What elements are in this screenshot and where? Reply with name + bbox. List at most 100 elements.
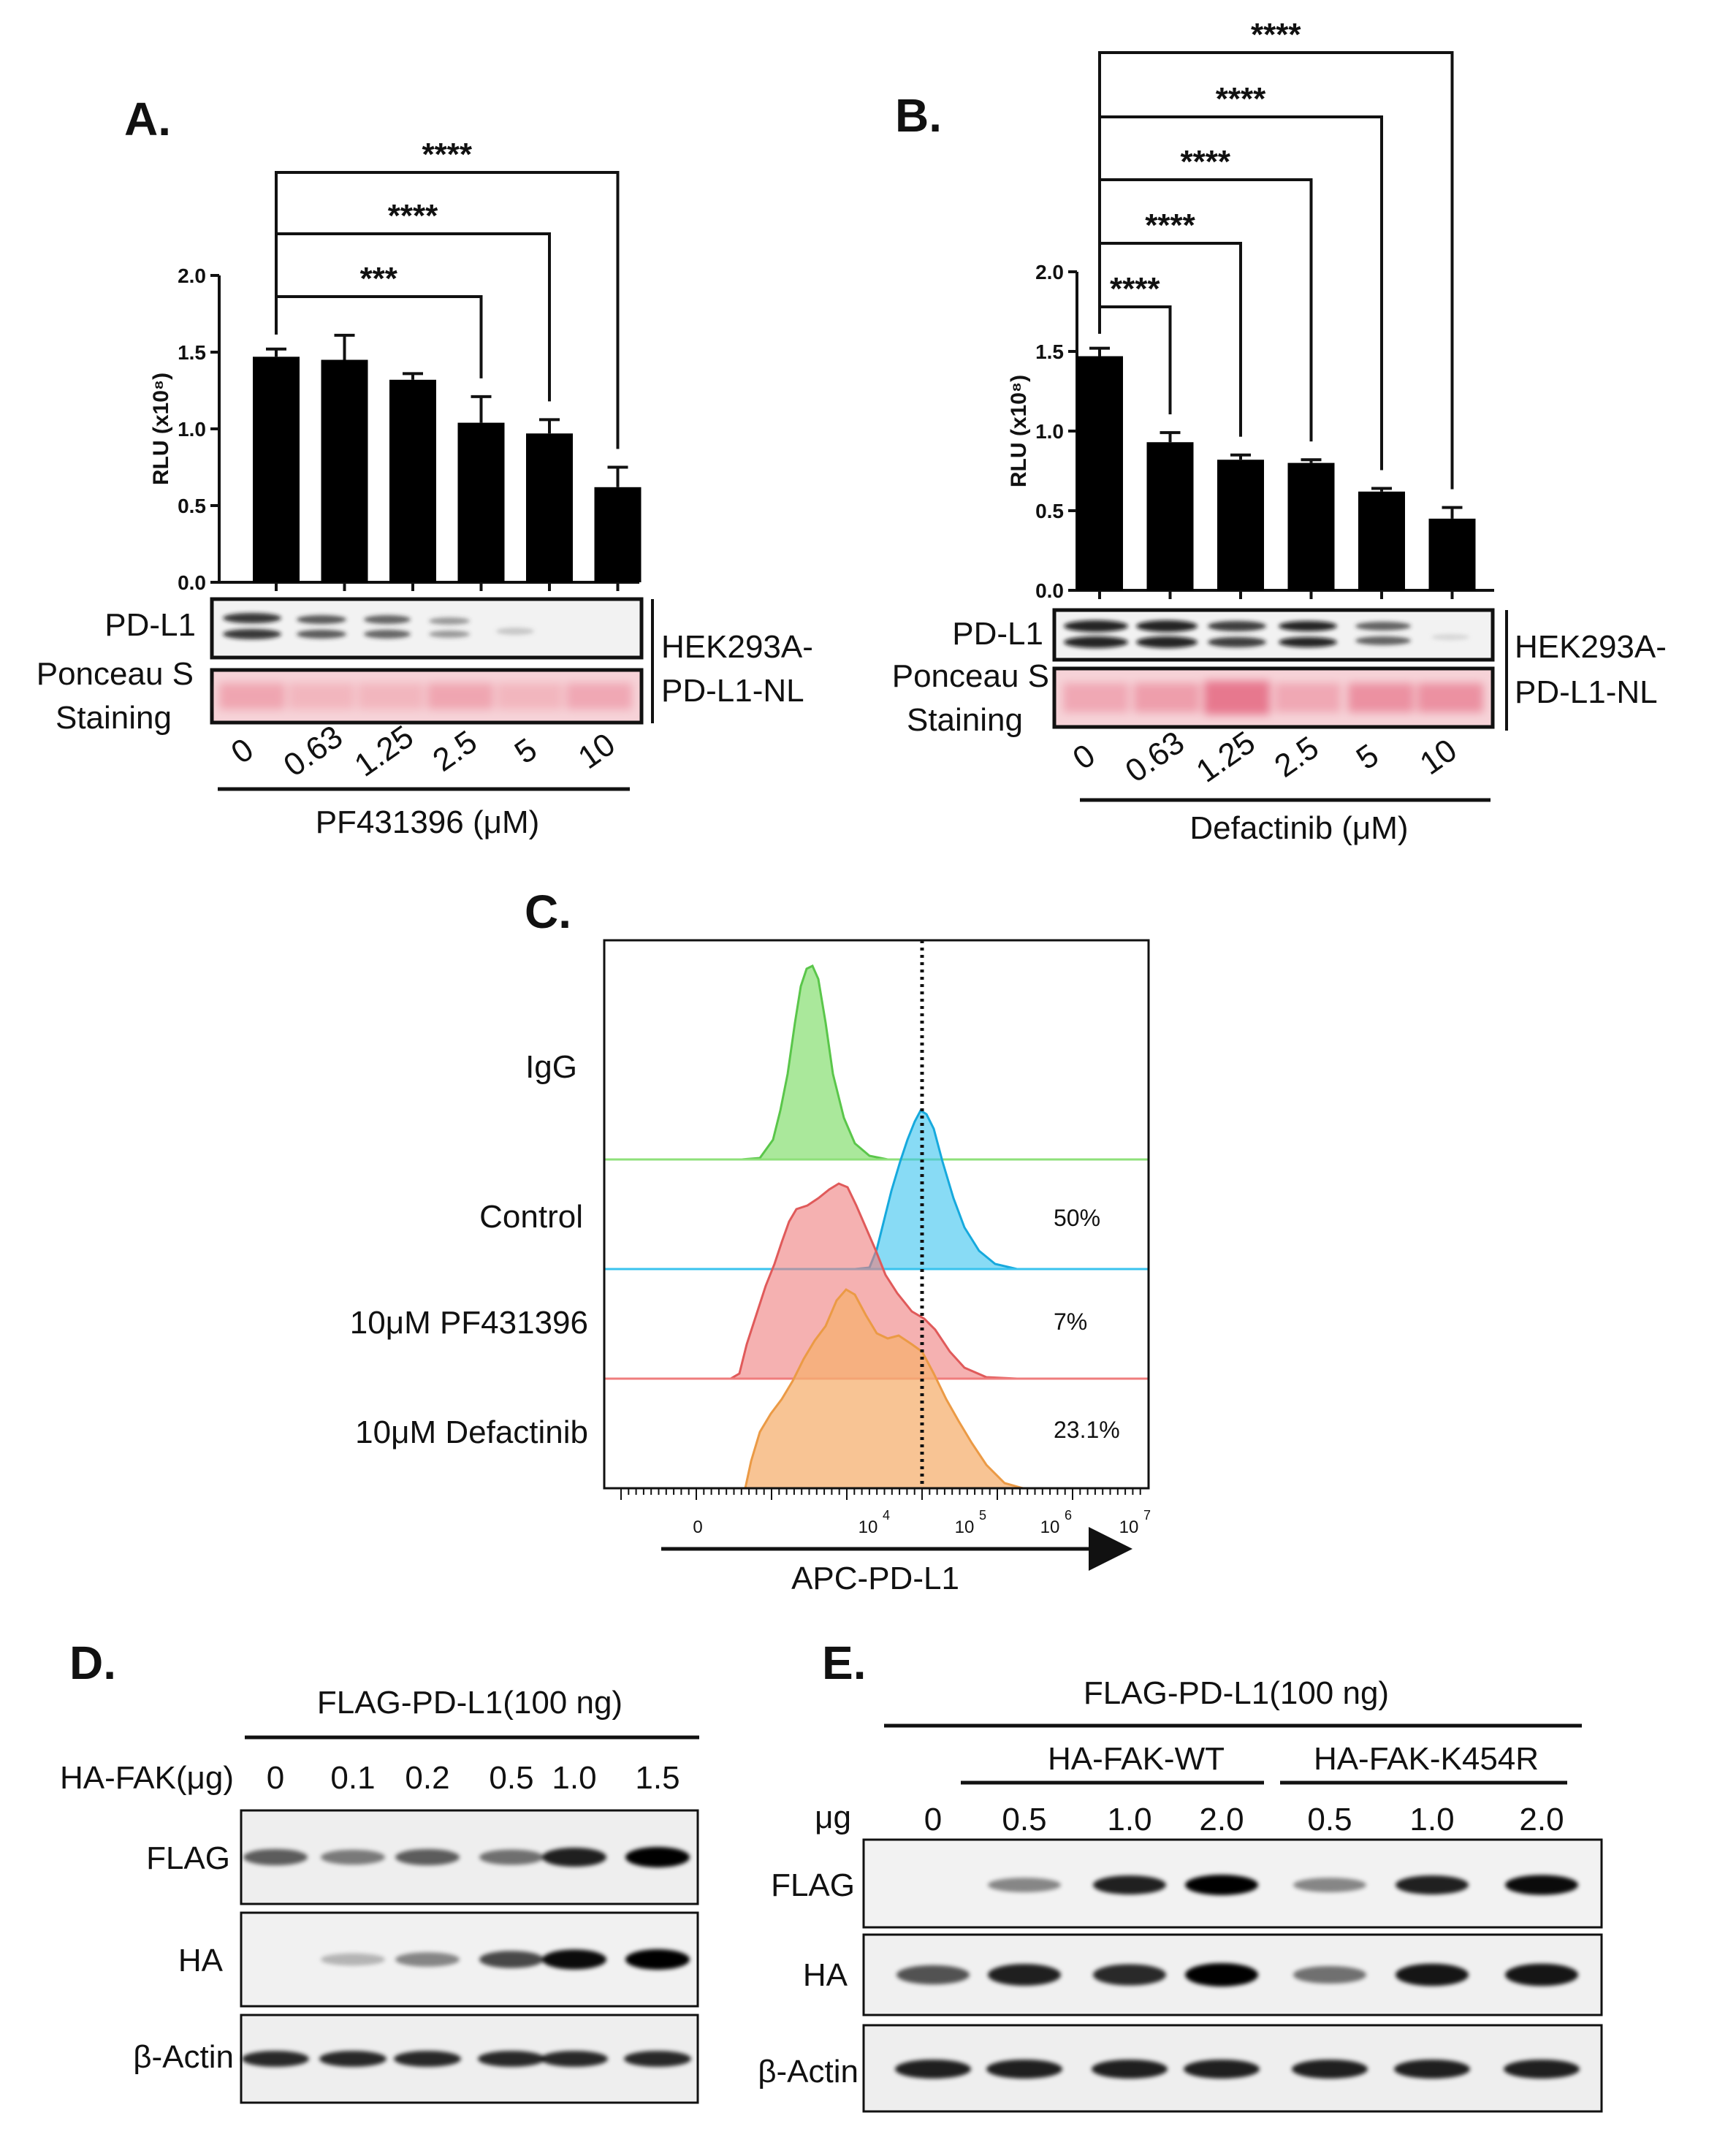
blot-band bbox=[1185, 1963, 1258, 1987]
dose-label: 1.5 bbox=[635, 1760, 679, 1796]
panel-d-header: FLAG-PD-L1(100 ng) bbox=[317, 1685, 623, 1721]
flow-x-tick-exponent: 5 bbox=[979, 1508, 986, 1523]
blot-band bbox=[243, 1848, 308, 1866]
panel-b-pdl1-blot bbox=[1052, 608, 1495, 662]
significance-bracket bbox=[1098, 51, 1454, 490]
panel-e-group-wt: HA-FAK-WT bbox=[1048, 1741, 1225, 1777]
blot-band bbox=[1293, 1965, 1366, 1984]
dose-label: 0 bbox=[267, 1760, 284, 1796]
panel-d-row-actin: β-Actin bbox=[133, 2039, 234, 2075]
panel-b-x-label: Defactinib (μM) bbox=[1189, 810, 1408, 846]
significance-stars: **** bbox=[1110, 271, 1160, 307]
blot-band bbox=[1504, 2059, 1580, 2079]
panel-b-blot-label-pdl1: PD-L1 bbox=[952, 616, 1043, 652]
panel-a-cell-line-2: PD-L1-NL bbox=[661, 673, 804, 709]
bar-1.25 bbox=[1217, 460, 1264, 590]
bar-5 bbox=[526, 433, 573, 582]
blot-band bbox=[319, 2051, 387, 2067]
significance-stars: **** bbox=[1181, 144, 1231, 180]
histogram-igg bbox=[741, 964, 888, 1161]
panel-c-histograms bbox=[604, 964, 1149, 1488]
blot-band bbox=[394, 2051, 461, 2067]
y-axis-label: RLU (x10⁸) bbox=[1007, 375, 1031, 487]
dose-label: 0.5 bbox=[1307, 1802, 1352, 1837]
panel-e-row-actin: β-Actin bbox=[758, 2054, 859, 2090]
bar-2.5 bbox=[1287, 462, 1335, 590]
flow-x-tick-label: 10 bbox=[1119, 1517, 1139, 1537]
dose-label: 1.0 bbox=[1107, 1802, 1151, 1837]
y-tick-label: 2.0 bbox=[178, 264, 206, 287]
x-tick-label: 1.25 bbox=[349, 718, 420, 783]
flow-x-tick-exponent: 4 bbox=[883, 1508, 890, 1523]
panel-c-row-defactinib: 10μM Defactinib bbox=[355, 1414, 588, 1450]
panel-e: E. FLAG-PD-L1(100 ng) HA-FAK-WT HA-FAK-K… bbox=[758, 1637, 1603, 2113]
panel-a-ponceau-lanes bbox=[219, 683, 632, 709]
panel-d-dose-label: HA-FAK(μg) bbox=[60, 1760, 234, 1796]
panel-a-cell-line-1: HEK293A- bbox=[661, 629, 813, 665]
panel-b-blot-label-staining: Staining bbox=[907, 702, 1023, 738]
panel-c-letter: C. bbox=[525, 885, 571, 938]
dose-label: 0.5 bbox=[489, 1760, 533, 1796]
panel-b-cell-line-1: HEK293A- bbox=[1515, 629, 1667, 665]
y-tick-label: 0.0 bbox=[178, 571, 206, 594]
panel-c-x-axis: 0 10 4 10 5 10 6 10 7 bbox=[620, 1488, 1151, 1537]
significance-bracket bbox=[1098, 178, 1313, 442]
significance-stars: **** bbox=[388, 198, 438, 234]
panel-a-x-label: PF431396 (μM) bbox=[316, 804, 540, 840]
panel-a-letter: A. bbox=[124, 93, 171, 145]
flow-x-tick-exponent: 6 bbox=[1065, 1508, 1072, 1523]
x-tick-label: 5 bbox=[509, 731, 544, 771]
bar-1.25 bbox=[389, 379, 436, 582]
panel-d-letter: D. bbox=[69, 1637, 116, 1689]
bar-0 bbox=[253, 357, 300, 582]
x-tick-label: 2.5 bbox=[427, 724, 484, 779]
blot-band bbox=[541, 2051, 608, 2067]
blot-band bbox=[1093, 1964, 1166, 1986]
x-tick-label: 10 bbox=[1414, 732, 1463, 782]
y-tick-label: 0.5 bbox=[178, 495, 206, 517]
blot-band bbox=[542, 1847, 606, 1867]
panel-d-bands bbox=[242, 1847, 691, 2067]
panel-e-dose-label: μg bbox=[815, 1799, 851, 1835]
y-tick-label: 1.0 bbox=[178, 418, 206, 441]
blot-band bbox=[478, 2051, 545, 2067]
panel-e-row-flag: FLAG bbox=[771, 1867, 855, 1903]
flow-x-tick-exponent: 7 bbox=[1143, 1508, 1151, 1523]
panel-a-pdl1-blot bbox=[210, 597, 644, 660]
blot-band bbox=[479, 1849, 544, 1865]
panel-b-letter: B. bbox=[895, 89, 942, 142]
panel-c-x-label: APC-PD-L1 bbox=[791, 1561, 959, 1596]
bar-2.5 bbox=[457, 422, 505, 582]
blot-band bbox=[395, 1848, 460, 1866]
dose-label: 1.0 bbox=[1409, 1802, 1454, 1837]
x-tick-label: 0.63 bbox=[1119, 724, 1191, 789]
flow-x-tick-label: 10 bbox=[859, 1517, 878, 1537]
panel-c-row-igg: IgG bbox=[525, 1049, 577, 1085]
panel-e-group-k454r: HA-FAK-K454R bbox=[1314, 1741, 1539, 1777]
blot-band bbox=[1092, 2059, 1168, 2079]
blot-band bbox=[1292, 2059, 1368, 2079]
panel-e-ha-blot bbox=[862, 1933, 1603, 2016]
blot-band bbox=[1293, 1878, 1366, 1892]
panel-d-doses: 0 0.1 0.2 0.5 1.0 1.5 bbox=[267, 1760, 680, 1796]
blot-band bbox=[242, 2051, 309, 2067]
y-axis-label: RLU (x10⁸) bbox=[149, 373, 173, 485]
flow-x-tick-label: 0 bbox=[693, 1517, 702, 1537]
panel-c-row-pf431396: 10μM PF431396 bbox=[350, 1305, 588, 1341]
y-tick-label: 0.5 bbox=[1035, 500, 1064, 522]
blot-band bbox=[625, 1949, 690, 1970]
dose-label: 0.5 bbox=[1002, 1802, 1046, 1837]
y-tick-label: 2.0 bbox=[1035, 261, 1064, 283]
panel-b-x-ticks: 0 0.631.25 2.5 5 10 bbox=[1067, 724, 1463, 789]
panel-d-row-flag: FLAG bbox=[146, 1840, 230, 1876]
x-tick-label: 0 bbox=[225, 731, 260, 771]
significance-stars: **** bbox=[1216, 81, 1266, 117]
panel-a-blot-label-pdl1: PD-L1 bbox=[104, 607, 196, 643]
blot-band bbox=[895, 2059, 971, 2079]
x-tick-label: 10 bbox=[572, 726, 622, 776]
dose-label: 1.0 bbox=[552, 1760, 596, 1796]
panel-c-percent-defactinib: 23.1% bbox=[1054, 1417, 1120, 1443]
dose-label: 0 bbox=[924, 1802, 942, 1837]
